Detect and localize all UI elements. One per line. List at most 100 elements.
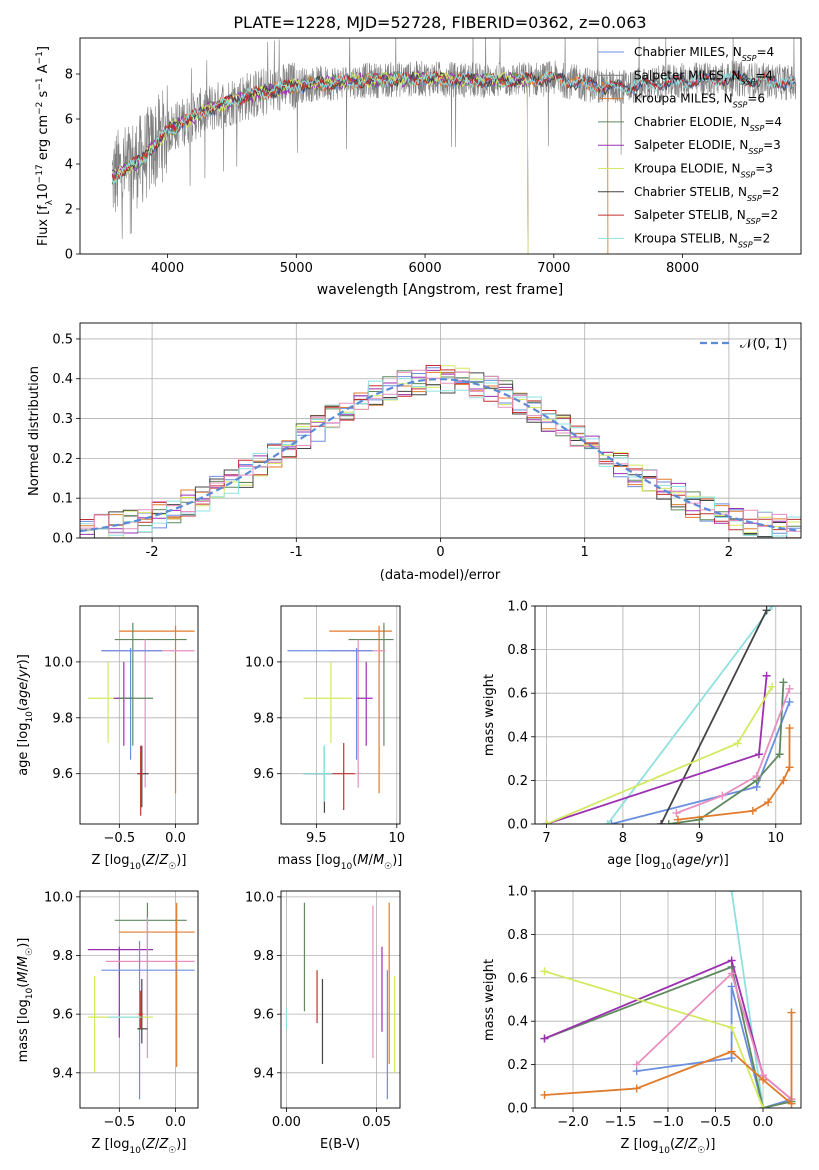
y-tick-label: 0.0 bbox=[507, 818, 528, 833]
x-tick-label: 6000 bbox=[409, 261, 442, 276]
mass-weight-marker bbox=[779, 678, 788, 687]
label-part: Flux [f bbox=[36, 205, 51, 246]
mass-weight-marker bbox=[759, 1104, 767, 1108]
legend-entry-sub: SSP bbox=[738, 240, 753, 249]
mass-weight-marker bbox=[727, 891, 736, 895]
age-x-label: age [log10(age/yr)] bbox=[607, 853, 729, 872]
legend-entry-sub: SSP bbox=[733, 100, 748, 109]
legend-entry-tail: =2 bbox=[762, 185, 780, 199]
y-tick-label: 0.4 bbox=[52, 372, 73, 387]
mass-weight-marker bbox=[540, 967, 549, 976]
x-tick-label: 0.00 bbox=[272, 1115, 301, 1130]
label-part: 10 bbox=[129, 862, 141, 872]
plot-area bbox=[80, 365, 801, 538]
mass-weight-marker bbox=[718, 791, 727, 800]
mass-weight-line bbox=[635, 971, 793, 1100]
legend-entry-main: Salpeter STELIB, N bbox=[634, 208, 746, 222]
x-tick-label: 4000 bbox=[151, 261, 184, 276]
mass-weight-marker bbox=[542, 820, 551, 824]
y-tick-label: 0.0 bbox=[52, 532, 73, 547]
mass-weight-y-label: mass weight bbox=[482, 959, 497, 1041]
mass-weight-marker bbox=[672, 809, 681, 818]
axes-frame bbox=[79, 605, 199, 825]
y-tick-label: 0.2 bbox=[52, 452, 73, 467]
label-part: / bbox=[369, 853, 374, 868]
mass-weight-line bbox=[677, 728, 791, 821]
legend-entry-main: Kroupa STELIB, N bbox=[634, 231, 738, 245]
label-part: )] bbox=[719, 853, 729, 868]
gaussian-reference-curve bbox=[80, 378, 799, 533]
model-spectrum-line bbox=[111, 71, 529, 254]
legend-entry: Kroupa MILES, NSSP=6 bbox=[634, 92, 765, 110]
legend-entry: Kroupa STELIB, NSSP=2 bbox=[634, 231, 770, 249]
mass-weight-marker bbox=[727, 969, 736, 978]
legend-entry: Salpeter STELIB, NSSP=2 bbox=[634, 208, 778, 226]
label-part: ] bbox=[36, 46, 51, 51]
mass-weight-line bbox=[544, 965, 792, 1108]
label-part: 10 bbox=[25, 987, 35, 999]
y-tick-label: 9.4 bbox=[52, 1066, 73, 1081]
y-tick-label: 0.6 bbox=[507, 687, 528, 702]
label-part: Z [log bbox=[92, 1137, 130, 1152]
label-part: age [log bbox=[607, 853, 660, 868]
y-tick-label: 0.2 bbox=[507, 1058, 528, 1073]
mass-weight-marker bbox=[540, 1034, 549, 1043]
label-part: ( bbox=[352, 853, 357, 868]
plot-area bbox=[111, 38, 797, 254]
x-tick-label: 0.0 bbox=[753, 1115, 774, 1130]
legend-entry-tail: =4 bbox=[764, 115, 782, 129]
y-tick-label: 1.0 bbox=[507, 600, 528, 615]
y-tick-label: 10.0 bbox=[245, 890, 274, 905]
x-tick-label: −1.5 bbox=[605, 1115, 637, 1130]
y-tick-label: 0.2 bbox=[507, 774, 528, 789]
model-spectrum-line bbox=[111, 70, 796, 185]
legend-entry: Salpeter MILES, NSSP=4 bbox=[634, 68, 773, 86]
label-part: )] bbox=[16, 938, 31, 948]
label-part: 10 bbox=[36, 183, 51, 200]
legend-entry-main: Salpeter ELODIE, N bbox=[634, 138, 748, 152]
label-part: / bbox=[16, 966, 31, 971]
mass-weight-marker bbox=[785, 724, 794, 733]
mass-weight-marker bbox=[657, 820, 666, 824]
mass-vs-ebv-axes: 0.00 0.05 9.4 9.6 9.8 10.0 E(B-V) bbox=[245, 890, 401, 1152]
label-part: ( bbox=[670, 1137, 675, 1152]
legend-entry-main: Kroupa ELODIE, N bbox=[634, 162, 741, 176]
legend-entry-tail: =3 bbox=[755, 162, 773, 176]
legend-entry-sub: SSP bbox=[741, 77, 756, 86]
legend-entry-sub: SSP bbox=[742, 54, 757, 63]
mass-weight-marker bbox=[775, 750, 784, 759]
y-tick-label: 9.6 bbox=[52, 1008, 73, 1023]
label-part: s bbox=[36, 90, 51, 101]
legend-entry: Salpeter ELODIE, NSSP=3 bbox=[634, 138, 781, 156]
legend-entry-main: Salpeter MILES, N bbox=[634, 68, 741, 82]
legend-entry-main: Chabrier ELODIE, N bbox=[634, 115, 750, 129]
legend-entry: Chabrier MILES, NSSP=4 bbox=[634, 45, 774, 63]
label-part: ( bbox=[672, 853, 677, 868]
axes-frame bbox=[534, 890, 802, 1109]
metallicity-x-label: Z [log10(Z/Z☉)] bbox=[621, 1137, 716, 1156]
mass-weight-marker bbox=[787, 1099, 796, 1108]
mass-weight-line bbox=[544, 970, 764, 1108]
label-part: ( bbox=[16, 983, 31, 988]
label-part: age [log bbox=[16, 723, 31, 776]
label-part: Z bbox=[145, 1137, 156, 1152]
y-tick-label: 0.5 bbox=[52, 332, 73, 347]
mass-weight-marker bbox=[754, 750, 763, 759]
label-part: mass [log bbox=[278, 853, 341, 868]
mass-weight-marker bbox=[727, 956, 736, 965]
metallicity-x-label: Z [log10(Z/Z☉)] bbox=[92, 853, 187, 872]
mass-weight-marker bbox=[785, 763, 794, 772]
x-tick-label: 8000 bbox=[666, 261, 699, 276]
mass-weight-marker bbox=[762, 671, 771, 680]
y-tick-label: 4 bbox=[65, 158, 73, 173]
label-part: erg cm bbox=[36, 115, 51, 164]
y-tick-label: 9.6 bbox=[253, 767, 274, 782]
x-tick-label: -1 bbox=[290, 545, 303, 560]
x-tick-label: 9.5 bbox=[306, 831, 327, 846]
label-part: M bbox=[373, 853, 384, 868]
label-part: 10 bbox=[341, 862, 353, 872]
y-tick-label: 9.8 bbox=[253, 711, 274, 726]
model-spectrum-line bbox=[111, 69, 796, 182]
label-part: 10 bbox=[658, 1146, 670, 1156]
x-tick-label: 1 bbox=[581, 545, 589, 560]
